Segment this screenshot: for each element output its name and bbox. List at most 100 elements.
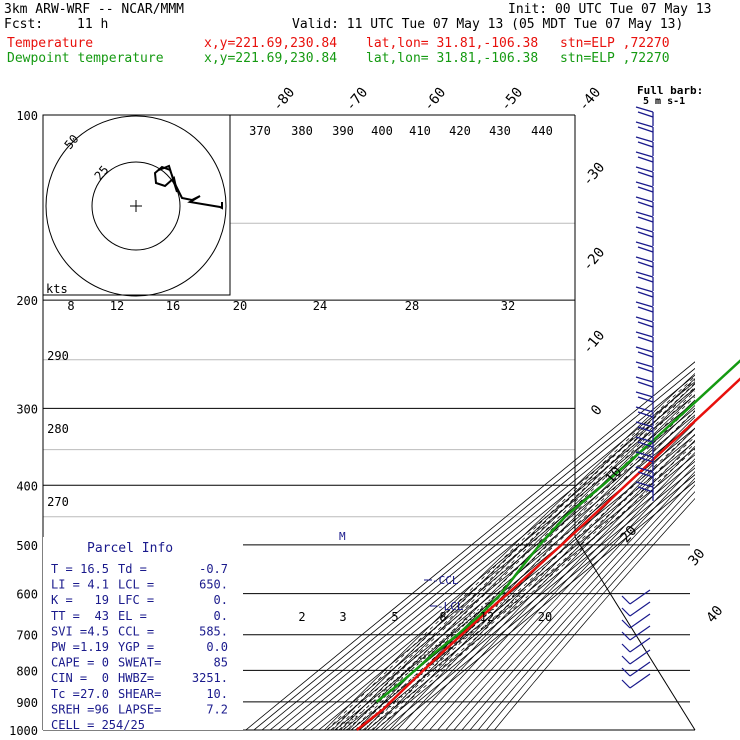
barb-flag: [635, 211, 654, 218]
dry-adiabat-260: [332, 378, 695, 730]
barb-flag: [635, 106, 654, 113]
theta-left-270: 270: [47, 495, 69, 509]
pressure-label-800: 800: [16, 664, 38, 678]
dry-adiabat-420: [461, 471, 695, 730]
barb-flag: [635, 196, 654, 203]
barb-flag: [635, 376, 654, 383]
hodograph-trace: [153, 164, 223, 210]
dry-adiabat-460: [494, 497, 695, 730]
temperature-profile: [355, 377, 740, 731]
barb-legend-units: 5 m s-1: [643, 96, 685, 107]
barb-low-flag: [621, 667, 631, 677]
moist-adiabat--15: [330, 379, 695, 730]
hodograph-units: kts: [46, 282, 68, 296]
moist-adiabat-25: [363, 428, 695, 730]
pressure-label-900: 900: [16, 696, 38, 710]
barb-flag: [637, 471, 654, 478]
mixing-label-3: 3: [339, 610, 346, 624]
parcel-val-5: 1.19: [80, 640, 109, 654]
barb-flag: [635, 256, 654, 263]
dry-adiabat-340: [396, 422, 695, 730]
dry-adiabat-310: [372, 405, 695, 730]
isotherm-label--70: -70: [343, 85, 372, 115]
barb-flag: [635, 331, 654, 338]
dry-adiabat-410: [453, 464, 695, 730]
pressure-label-500: 500: [16, 539, 38, 553]
parcel-val2-8: 10.: [206, 687, 228, 701]
model-title: 3km ARW-WRF -- NCAR/MMM: [4, 2, 185, 17]
profile-layer: [355, 359, 740, 731]
barb-flag: [635, 361, 654, 368]
isotherm-20: [358, 454, 695, 730]
barb-flag: [635, 121, 654, 128]
moist-adiabat-40: [375, 448, 695, 730]
parcel-key-0: T =: [51, 562, 73, 576]
theta-top-380: 380: [291, 124, 313, 138]
barb-flag: [635, 271, 654, 278]
barb-flag: [635, 316, 654, 323]
parcel-key2-3: EL =: [118, 609, 147, 623]
isotherm-10: [350, 447, 695, 730]
parcel-val2-5: 0.0: [206, 640, 228, 654]
dry-adiabat-370: [421, 439, 695, 730]
barb-flag: [635, 226, 654, 233]
barb-flag: [635, 181, 654, 188]
parcel-key-2: K =: [51, 593, 73, 607]
parcel-key-5: PW =: [51, 640, 80, 654]
dry-adiabat-440: [477, 484, 695, 730]
theta-top-370: 370: [249, 124, 271, 138]
parcel-val2-7: 3251.: [192, 671, 228, 685]
parcel-val2-1: 650.: [199, 578, 228, 592]
isotherm--100: [261, 374, 695, 730]
wind-barbs: [621, 106, 654, 689]
parcel-info-title: Parcel Info: [87, 541, 173, 556]
isotherm--120: [245, 361, 695, 730]
barb-flag: [635, 406, 654, 413]
init-time: Init: 00 UTC Tue 07 May 13: [508, 2, 712, 17]
barb-low-flag: [621, 607, 631, 617]
isotherm-label--60: -60: [421, 85, 450, 115]
dewpoint-legend: Dewpoint temperature: [7, 51, 164, 66]
isotherm--10: [334, 434, 695, 730]
dewpoint-profile: [375, 359, 740, 703]
parcel-key2-1: LCL =: [118, 578, 154, 592]
barb-flag: [637, 291, 654, 298]
barb-flag: [637, 201, 654, 208]
parcel-info-box: [43, 537, 243, 730]
lcl-marker: -LCL: [437, 600, 464, 613]
parcel-info-text: Parcel Info T = 16.5 Td = -0.7 LI = 4.1 LCL = 65…: [51, 541, 228, 732]
isotherm--110: [253, 367, 695, 730]
barb-flag: [637, 396, 654, 403]
parcel-cell: CELL = 254/25: [51, 718, 145, 732]
dry-adiabat-330: [388, 416, 695, 730]
parcel-key2-4: CCL =: [118, 624, 154, 638]
barb-flag: [635, 451, 654, 458]
wind-speed-label-12: 12: [110, 299, 124, 313]
dry-adiabat-430: [469, 477, 695, 730]
isotherm--70: [286, 394, 695, 730]
ccl-marker: -CCL: [432, 574, 459, 587]
parcel-val-7: 0: [102, 671, 109, 685]
barb-flag: [637, 486, 654, 493]
barb-flag: [637, 141, 654, 148]
forecast-hour: 11 h: [77, 17, 109, 32]
barb-flag: [637, 171, 654, 178]
moist-adiabat-35: [371, 443, 695, 730]
parcel-val-0: 16.5: [80, 562, 109, 576]
isotherm-label-40: 40: [703, 603, 726, 626]
hodograph-ring-outer: [45, 115, 227, 297]
isotherm-label-30: 30: [685, 546, 708, 569]
dry-adiabat-450: [485, 491, 695, 730]
parcel-key2-0: Td =: [118, 562, 147, 576]
barb-low-flag: [621, 595, 631, 605]
barb-flag: [637, 411, 654, 418]
dry-adiabat-250: [324, 372, 695, 730]
parcel-val-8: 27.0: [80, 687, 109, 701]
pressure-label-200: 200: [16, 294, 38, 308]
theta-left-280: 280: [47, 422, 69, 436]
isotherm--80: [277, 387, 695, 730]
mixing-label-12: 12: [480, 610, 494, 624]
barb-low: [629, 661, 651, 677]
dry-adiabat-290: [356, 394, 695, 730]
